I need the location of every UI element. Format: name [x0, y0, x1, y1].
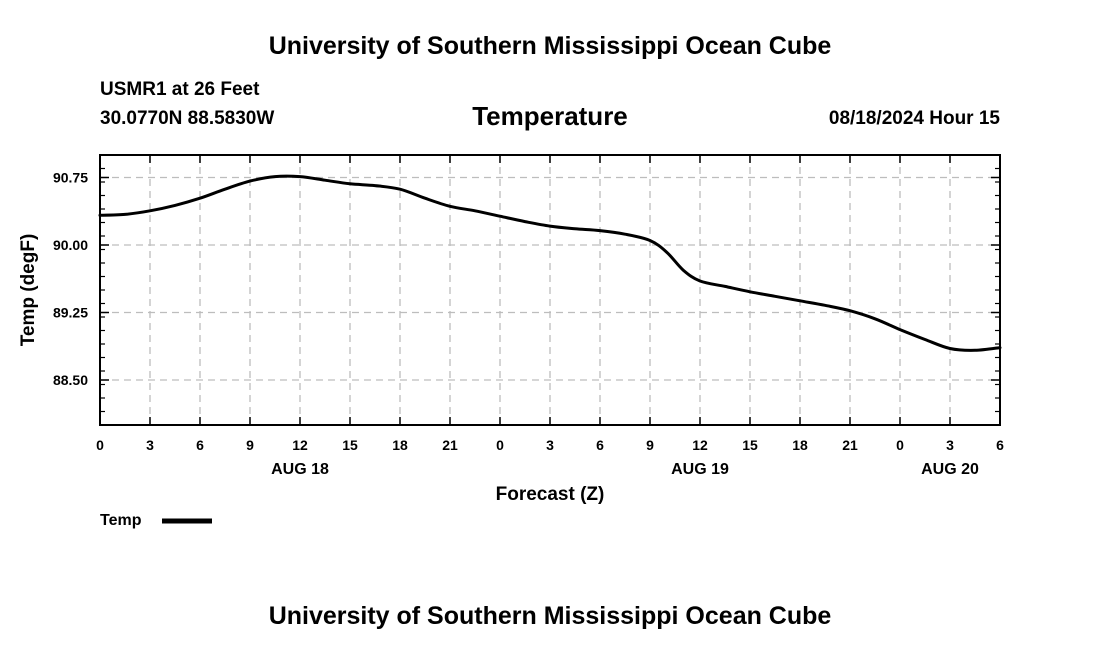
y-tick-label: 88.50	[53, 372, 88, 388]
date-label: AUG 18	[271, 461, 329, 478]
legend-label: Temp	[100, 512, 142, 529]
issue-datetime: 08/18/2024 Hour 15	[829, 108, 1001, 129]
x-tick-label: 21	[842, 437, 858, 453]
x-tick-label: 12	[292, 437, 308, 453]
x-tick-label: 12	[692, 437, 708, 453]
x-tick-label: 6	[196, 437, 204, 453]
x-tick-label: 0	[896, 437, 904, 453]
top-title: University of Southern Mississippi Ocean…	[269, 32, 832, 60]
x-tick-label: 6	[996, 437, 1004, 453]
x-tick-label: 0	[96, 437, 104, 453]
chart-variable-title: Temperature	[472, 101, 628, 131]
x-tick-label: 3	[146, 437, 154, 453]
footer-title: University of Southern Mississippi Ocean…	[269, 602, 832, 630]
grid	[100, 155, 1000, 425]
y-tick-label: 90.00	[53, 237, 88, 253]
x-tick-label: 0	[496, 437, 504, 453]
temp-series-line	[98, 174, 1002, 352]
x-axis-title: Forecast (Z)	[496, 484, 605, 505]
x-tick-label: 9	[646, 437, 654, 453]
plot-frame	[99, 154, 1001, 426]
x-tick-label: 21	[442, 437, 458, 453]
y-tick-label: 90.75	[53, 170, 88, 186]
station-name: USMR1 at 26 Feet	[100, 79, 260, 100]
date-label: AUG 20	[921, 461, 979, 478]
x-tick-label: 18	[792, 437, 808, 453]
y-tick-label: 89.25	[53, 305, 88, 321]
x-tick-label: 6	[596, 437, 604, 453]
x-tick-label: 15	[742, 437, 758, 453]
date-label: AUG 19	[671, 461, 729, 478]
x-tick-label: 18	[392, 437, 408, 453]
station-coordinates: 30.0770N 88.5830W	[100, 108, 274, 129]
x-tick-label: 9	[246, 437, 254, 453]
x-tick-label: 3	[946, 437, 954, 453]
y-axis-title: Temp (degF)	[18, 234, 39, 347]
axis-labels: 0 3 6 9 12 15 18 21 0 3 6 9 12 15 18 21 0 3 6 88.50 89.25 90.…	[53, 170, 1004, 479]
x-tick-label: 3	[546, 437, 554, 453]
x-tick-label: 15	[342, 437, 358, 453]
